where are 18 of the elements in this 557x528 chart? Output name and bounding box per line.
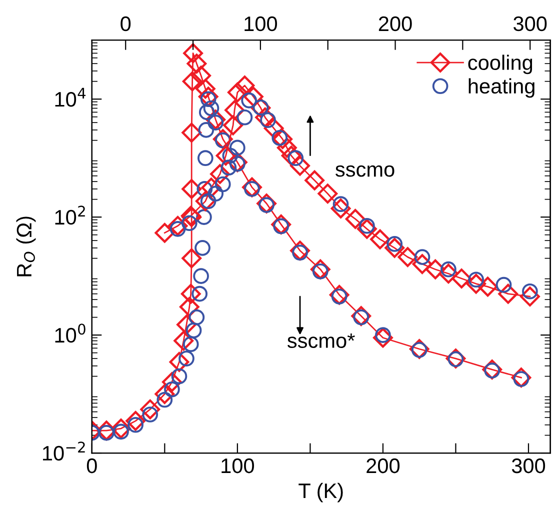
x-tick-label: 0 [86,458,97,474]
legend-label: cooling [468,54,532,74]
y-axis-title: R$_{O}$ (Ω) [16,216,36,276]
x2-tick-label: 0 [120,16,131,32]
x-tick-label: 100 [222,458,254,474]
y-tick-label: 10$^{2}$ [55,206,85,225]
x2-tick-label: 200 [378,16,412,32]
y-tick-label: 10$^{0}$ [55,324,86,343]
x2-tick-label: 100 [244,16,278,32]
y-tick-label: 10$^{4}$ [55,88,86,107]
x-axis-title: T (K) [298,482,343,502]
annotation: sscmo [336,165,394,177]
x-tick-label: 200 [366,458,400,474]
y-tick-label: 10$^{−2}$ [43,442,85,461]
legend-label: heating [468,78,534,98]
x-tick-label: 300 [512,458,546,474]
annotation: sscmo* [287,333,355,348]
x2-tick-label: 300 [514,16,547,32]
